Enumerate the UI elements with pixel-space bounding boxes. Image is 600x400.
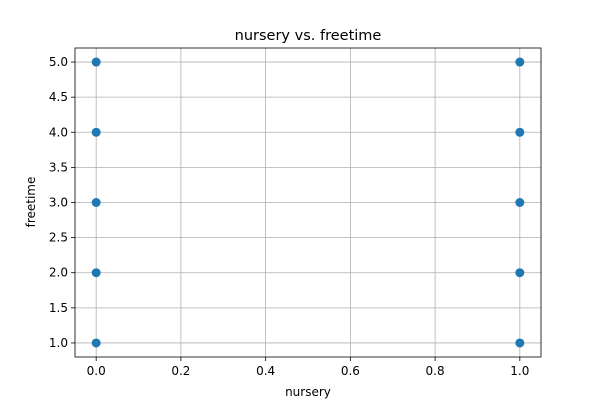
y-tick-label: 4.0 [49, 125, 68, 139]
x-tick-label: 1.0 [510, 364, 529, 378]
y-axis-label: freetime [24, 177, 38, 228]
data-point [515, 338, 525, 348]
y-tick-label: 3.0 [49, 196, 68, 210]
y-tick-label: 1.0 [49, 336, 68, 350]
data-point [515, 268, 525, 278]
data-point [515, 198, 525, 207]
y-tick-label: 5.0 [49, 55, 68, 69]
x-tick-label: 0.0 [87, 364, 106, 378]
y-tick-label: 2.5 [49, 231, 68, 245]
data-point [91, 338, 101, 348]
data-point [91, 127, 101, 137]
x-tick-label: 0.2 [171, 364, 190, 378]
y-tick-label: 1.5 [49, 301, 68, 315]
data-point [515, 127, 525, 137]
y-tick-label: 2.0 [49, 266, 68, 280]
x-tick-label: 0.8 [426, 364, 445, 378]
x-tick-label: 0.4 [256, 364, 275, 378]
y-tick-label: 3.5 [49, 160, 68, 174]
data-point [91, 198, 101, 207]
data-point [515, 57, 525, 67]
data-points [91, 57, 525, 348]
x-axis-label: nursery [285, 385, 331, 399]
data-point [91, 57, 101, 67]
data-point [91, 268, 101, 278]
x-tick-label: 0.6 [341, 364, 360, 378]
chart-title: nursery vs. freetime [235, 28, 382, 44]
axis-ticks: 0.0 0.2 0.4 0.6 0.8 1.0 1.0 1.5 2.0 2.5 3.0 3.5 4.0 4… [49, 55, 529, 378]
y-tick-label: 4.5 [49, 90, 68, 104]
